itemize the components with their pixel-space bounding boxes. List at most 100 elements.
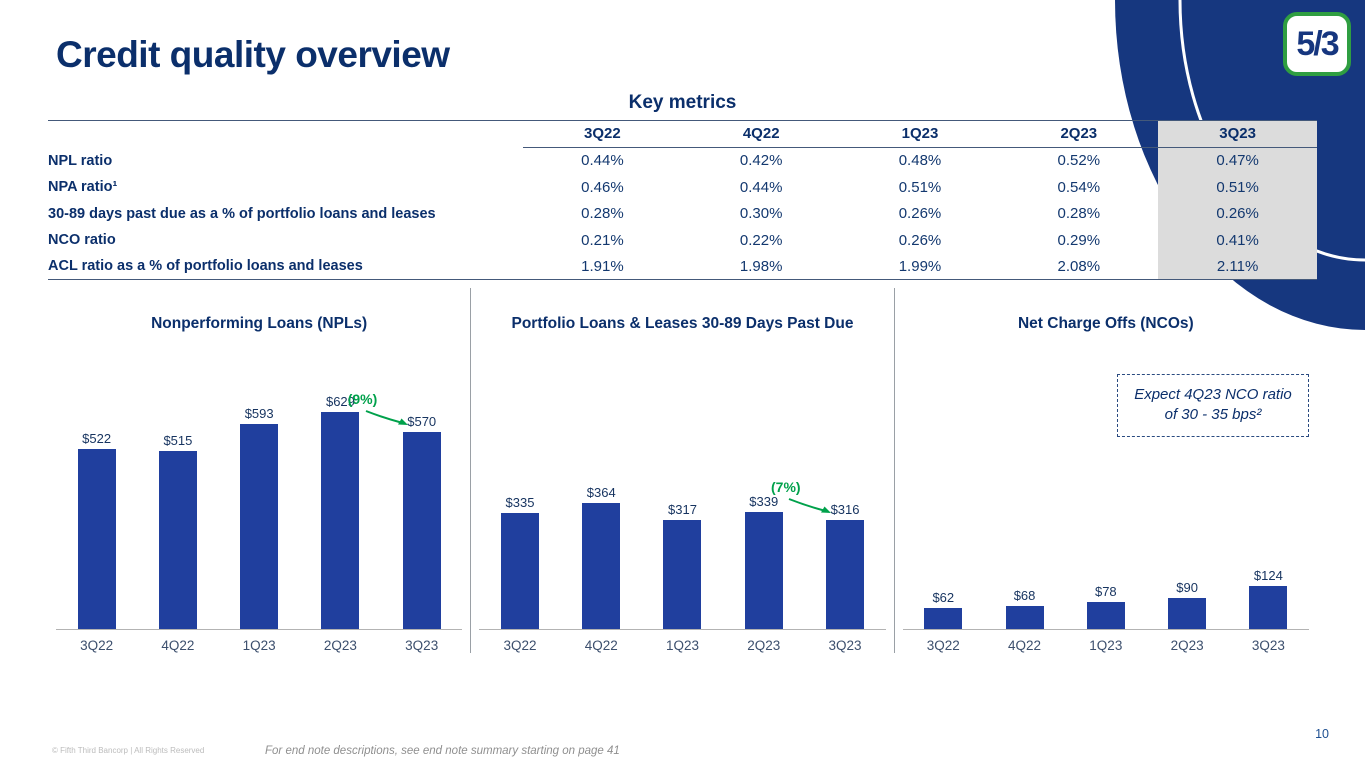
- x-tick: 3Q23: [1251, 638, 1285, 653]
- bar-slot: $124: [1228, 360, 1309, 629]
- bar-slot: $364: [561, 360, 642, 629]
- metric-value: 0.44%: [739, 178, 783, 196]
- chart-nonperforming-loans: Nonperforming Loans (NPLs) $522 $515 $593 $…: [48, 288, 470, 653]
- page-number: 10: [1315, 727, 1329, 741]
- metric-value: 1.98%: [681, 254, 841, 280]
- key-metrics-heading: Key metrics: [628, 92, 737, 113]
- x-tick: 3Q23: [405, 638, 439, 653]
- bar-slot: $339: [723, 360, 804, 629]
- chart-past-due-loans: Portfolio Loans & Leases 30-89 Days Past…: [470, 288, 893, 653]
- metric-value: 0.41%: [1158, 227, 1317, 254]
- metric-value: 0.51%: [898, 178, 942, 196]
- bar-4q22: [158, 451, 197, 629]
- x-tick: 1Q23: [1089, 638, 1123, 653]
- bar-3q23: [826, 520, 865, 629]
- metric-value: 0.21%: [581, 231, 624, 249]
- metric-value: 0.26%: [898, 231, 942, 249]
- bar-4q22: [1005, 606, 1044, 629]
- bar-slot: $335: [479, 360, 560, 629]
- bar-3q22: [77, 449, 116, 629]
- metric-value: 0.47%: [1158, 147, 1317, 174]
- row-label: NPL ratio: [48, 152, 113, 169]
- axis: 3Q22 4Q22 1Q23 2Q23 3Q23: [903, 630, 1309, 653]
- x-tick: 4Q22: [1008, 638, 1042, 653]
- metric-value: 0.51%: [1158, 174, 1317, 201]
- charts-row: Nonperforming Loans (NPLs) $522 $515 $593 $…: [48, 288, 1317, 653]
- metric-value: 0.48%: [898, 152, 942, 170]
- x-tick: 2Q23: [747, 638, 781, 653]
- bar-slot: $78: [1065, 360, 1146, 629]
- bar-value-label: $90: [1176, 580, 1198, 595]
- endnote-text: For end note descriptions, see end note …: [265, 745, 620, 757]
- metric-value: 0.42%: [739, 152, 783, 170]
- bar-value-label: $593: [244, 406, 274, 421]
- chart-title: Net Charge Offs (NCOs): [1017, 315, 1194, 332]
- bar-1q23: [663, 520, 702, 629]
- bar-slot: $62: [903, 360, 984, 629]
- bar-2q23: [321, 412, 360, 629]
- x-tick: 1Q23: [242, 638, 276, 653]
- axis: 3Q22 4Q22 1Q23 2Q23 3Q23: [56, 630, 462, 653]
- column-header-3q22: 3Q22: [523, 121, 682, 148]
- x-tick: 1Q23: [665, 638, 699, 653]
- bar-slot: $316: [804, 360, 885, 629]
- logo-text: 5/3: [1296, 24, 1339, 63]
- bar-value-label: $339: [749, 494, 779, 509]
- axis: 3Q22 4Q22 1Q23 2Q23 3Q23: [479, 630, 885, 653]
- x-tick: 4Q22: [584, 638, 618, 653]
- metric-value: 0.44%: [581, 152, 624, 170]
- x-tick: 3Q23: [828, 638, 862, 653]
- x-tick: 3Q22: [926, 638, 960, 653]
- bar-value-label: $335: [505, 495, 535, 510]
- copyright-text: © Fifth Third Bancorp | All Rights Reser…: [52, 746, 205, 755]
- x-tick: 2Q23: [1170, 638, 1204, 653]
- bar-slot: $522: [56, 360, 137, 629]
- metric-value: 0.52%: [1057, 152, 1101, 170]
- bar-slot: $629: [300, 360, 381, 629]
- bar-1q23: [240, 424, 279, 629]
- metric-value: 0.29%: [1057, 231, 1101, 249]
- row-label: NCO ratio: [48, 232, 116, 249]
- metric-value: 0.28%: [581, 205, 624, 223]
- bar-slot: $68: [984, 360, 1065, 629]
- metric-value: 0.26%: [1158, 200, 1317, 227]
- plot: $335 $364 $317 $339 $316 (7%): [479, 360, 886, 630]
- bar-value-label: $522: [82, 431, 112, 446]
- bar-value-label: $364: [586, 485, 616, 500]
- chart-net-charge-offs: Net Charge Offs (NCOs) Expect 4Q23 NCO r…: [893, 288, 1317, 653]
- bar-slot: $317: [642, 360, 723, 629]
- metric-value: 0.46%: [581, 178, 624, 196]
- bar-value-label: $317: [668, 502, 697, 517]
- bar-value-label: $316: [830, 502, 860, 517]
- plot: $522 $515 $593 $629 $570 (9%): [56, 360, 463, 630]
- bar-2q23: [744, 512, 783, 629]
- bar-3q23: [1249, 586, 1288, 629]
- chart-title: Nonperforming Loans (NPLs): [151, 315, 368, 332]
- column-header-2q23: 2Q23: [999, 121, 1159, 148]
- fifth-third-logo: 5/3: [1283, 12, 1351, 76]
- metric-value: 1.91%: [523, 254, 682, 280]
- metric-value: 0.54%: [1057, 178, 1101, 196]
- bar-3q23: [402, 432, 441, 629]
- bar-slot: $515: [137, 360, 218, 629]
- bar-value-label: $68: [1013, 588, 1036, 603]
- x-tick: 4Q22: [161, 638, 195, 653]
- table-corner-cell: [48, 121, 523, 148]
- column-header-4q22: 4Q22: [681, 121, 841, 148]
- column-header-1q23: 1Q23: [840, 121, 1000, 148]
- metric-value: 2.11%: [1158, 253, 1317, 280]
- metric-value: 0.26%: [898, 205, 942, 223]
- metric-value: 1.99%: [840, 254, 1000, 280]
- slide-content: Credit quality overview Key metrics 3Q22…: [0, 34, 1365, 653]
- bar-3q22: [924, 608, 963, 629]
- x-tick: 3Q22: [503, 638, 537, 653]
- plot: $62 $68 $78 $90 $124: [902, 360, 1309, 630]
- x-tick: 3Q22: [80, 638, 114, 653]
- metric-value: 0.28%: [1057, 205, 1101, 223]
- bar-4q22: [582, 503, 621, 629]
- bar-slot: $90: [1146, 360, 1227, 629]
- bar-value-label: $62: [932, 590, 955, 605]
- bar-1q23: [1086, 602, 1125, 629]
- bar-3q22: [500, 513, 539, 629]
